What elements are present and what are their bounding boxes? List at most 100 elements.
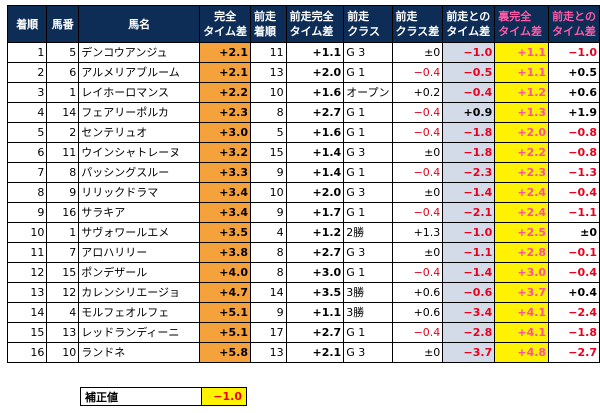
kanzen-time-diff-cell: +2.1	[199, 42, 251, 63]
class-diff-cell: −0.4	[391, 122, 444, 143]
kanzen-time-diff-cell: +4.0	[199, 262, 251, 283]
ura-kanzen-cell: +3.7	[494, 282, 550, 303]
table-row: 8 9 リリックドラマ +3.4 10 +2.0 G 3 ±0 −1.4 +2.4 −0.4	[6, 182, 600, 203]
prev-kanzen-cell: +2.0	[285, 62, 345, 83]
rank-cell: 13	[6, 282, 48, 303]
prev-rank-cell: 5	[249, 122, 287, 143]
kanzen-time-diff-cell: +3.8	[199, 242, 251, 263]
prev-class-cell: オープン	[343, 82, 393, 103]
prev-class-cell: G 3	[343, 182, 393, 203]
column-header-5: 前走完全 タイム差	[285, 5, 345, 43]
column-header-3: 完全 タイム差	[199, 5, 251, 43]
prev-kanzen-cell: +2.7	[285, 322, 345, 343]
rank-cell: 9	[6, 202, 48, 223]
rank-cell: 16	[6, 342, 48, 363]
adjustment-label: 補正値	[80, 387, 202, 406]
column-header-4: 前走 着順	[249, 5, 287, 43]
prev-time-diff-cell: −2.1	[442, 202, 496, 223]
prev-kanzen-cell: +2.1	[285, 342, 345, 363]
ura-kanzen-cell: +2.4	[494, 182, 550, 203]
horse-name-cell: ポンデザール	[78, 262, 201, 283]
prev-class-cell: G 1	[343, 202, 393, 223]
horse-number-cell: 12	[46, 282, 80, 303]
rank-cell: 2	[6, 62, 48, 83]
prev-rank-cell: 10	[249, 182, 287, 203]
prev-class-cell: G 3	[343, 242, 393, 263]
class-diff-cell: +1.3	[391, 222, 444, 243]
class-diff-cell: −0.4	[391, 322, 444, 343]
prev-time-diff-cell: −1.8	[442, 142, 496, 163]
class-diff-cell: −0.4	[391, 262, 444, 283]
table-row: 14 4 モルフェオルフェ +5.1 9 +1.1 3勝 +0.6 −3.4 +4.1 −2.4	[6, 302, 600, 323]
adjustment-table: 補正値 −1.0	[80, 387, 247, 406]
rank-cell: 8	[6, 182, 48, 203]
class-diff-cell: +0.6	[391, 302, 444, 323]
table-row: 10 1 サヴォワールエメ +3.5 4 +1.2 2勝 +1.3 −1.0 +2.5 ±0	[6, 222, 600, 243]
column-header-2: 馬名	[78, 5, 201, 43]
horse-number-cell: 1	[46, 82, 80, 103]
kanzen-time-diff-cell: +3.2	[199, 142, 251, 163]
prev-rank-cell: 8	[249, 242, 287, 263]
prev-class-cell: G 3	[343, 142, 393, 163]
horse-name-cell: パッシングスルー	[78, 162, 201, 183]
ura-kanzen-cell: +4.1	[494, 322, 550, 343]
prev-class-cell: G 1	[343, 162, 393, 183]
table-row: 11 7 アロハリリー +3.8 8 +2.7 G 3 ±0 −1.1 +2.8 −0.1	[6, 242, 600, 263]
class-diff-cell: +0.6	[391, 282, 444, 303]
kanzen-time-diff-cell: +2.1	[199, 62, 251, 83]
rank-cell: 15	[6, 322, 48, 343]
rank-cell: 12	[6, 262, 48, 283]
table-row: 16 10 ランドネ +5.8 13 +2.1 G 3 ±0 −3.7 +4.8 −2.7	[6, 342, 600, 363]
prev-time-diff-cell: −1.1	[442, 242, 496, 263]
prev-class-cell: G 1	[343, 322, 393, 343]
table-row: 15 13 レッドランディーニ +5.1 17 +2.7 G 1 −0.4 −2.8 +4.1 −1…	[6, 322, 600, 343]
kanzen-time-diff-cell: +2.2	[199, 82, 251, 103]
prev-time-diff-cell: −1.4	[442, 182, 496, 203]
prev-time-diff-cell: −0.6	[442, 282, 496, 303]
kanzen-time-diff-cell: +3.4	[199, 202, 251, 223]
horse-name-cell: サラキア	[78, 202, 201, 223]
prev-time-diff-cell: −0.5	[442, 62, 496, 83]
class-diff-cell: ±0	[391, 242, 444, 263]
rank-cell: 4	[6, 102, 48, 123]
ura-time-diff-cell: −2.7	[548, 342, 600, 363]
horse-number-cell: 9	[46, 182, 80, 203]
horse-name-cell: モルフェオルフェ	[78, 302, 201, 323]
table-row: 4 14 フェアリーポルカ +2.3 8 +2.7 G 1 −0.4 +0.9 +1.3 +1.9	[6, 102, 600, 123]
horse-name-cell: サヴォワールエメ	[78, 222, 201, 243]
ura-time-diff-cell: +0.5	[548, 62, 600, 83]
table-body: 1 5 デンコウアンジュ +2.1 11 +1.1 G 3 ±0 −1.0 +1.1 −1.0 2 6 ア…	[6, 42, 600, 363]
ura-time-diff-cell: +0.6	[548, 82, 600, 103]
ura-kanzen-cell: +1.3	[494, 102, 550, 123]
prev-class-cell: 3勝	[343, 302, 393, 323]
table-row: 7 8 パッシングスルー +3.3 9 +1.4 G 1 −0.4 −2.3 +2.3 −1.3	[6, 162, 600, 183]
prev-rank-cell: 4	[249, 222, 287, 243]
prev-rank-cell: 11	[249, 42, 287, 63]
horse-number-cell: 4	[46, 302, 80, 323]
ura-kanzen-cell: +1.1	[494, 62, 550, 83]
class-diff-cell: ±0	[391, 342, 444, 363]
kanzen-time-diff-cell: +3.3	[199, 162, 251, 183]
ura-kanzen-cell: +2.3	[494, 162, 550, 183]
prev-class-cell: G 1	[343, 102, 393, 123]
prev-time-diff-cell: −1.4	[442, 262, 496, 283]
ura-time-diff-cell: −0.8	[548, 122, 600, 143]
table-row: 9 16 サラキア +3.4 9 +1.7 G 1 −0.4 −2.1 +2.4 −1.1	[6, 202, 600, 223]
prev-time-diff-cell: −2.3	[442, 162, 496, 183]
ura-kanzen-cell: +1.2	[494, 82, 550, 103]
prev-kanzen-cell: +1.7	[285, 202, 345, 223]
rank-cell: 11	[6, 242, 48, 263]
prev-class-cell: 3勝	[343, 282, 393, 303]
ura-time-diff-cell: −1.8	[548, 322, 600, 343]
class-diff-cell: −0.4	[391, 162, 444, 183]
ura-kanzen-cell: +1.1	[494, 42, 550, 63]
ura-time-diff-cell: −2.4	[548, 302, 600, 323]
table-row: 13 12 カレンシリエージョ +4.7 14 +3.5 3勝 +0.6 −0.6 +3.7 +0.…	[6, 282, 600, 303]
prev-time-diff-cell: −3.7	[442, 342, 496, 363]
horse-number-cell: 14	[46, 102, 80, 123]
prev-rank-cell: 10	[249, 82, 287, 103]
horse-number-cell: 16	[46, 202, 80, 223]
horse-name-cell: レイホーロマンス	[78, 82, 201, 103]
prev-kanzen-cell: +3.5	[285, 282, 345, 303]
rank-cell: 14	[6, 302, 48, 323]
